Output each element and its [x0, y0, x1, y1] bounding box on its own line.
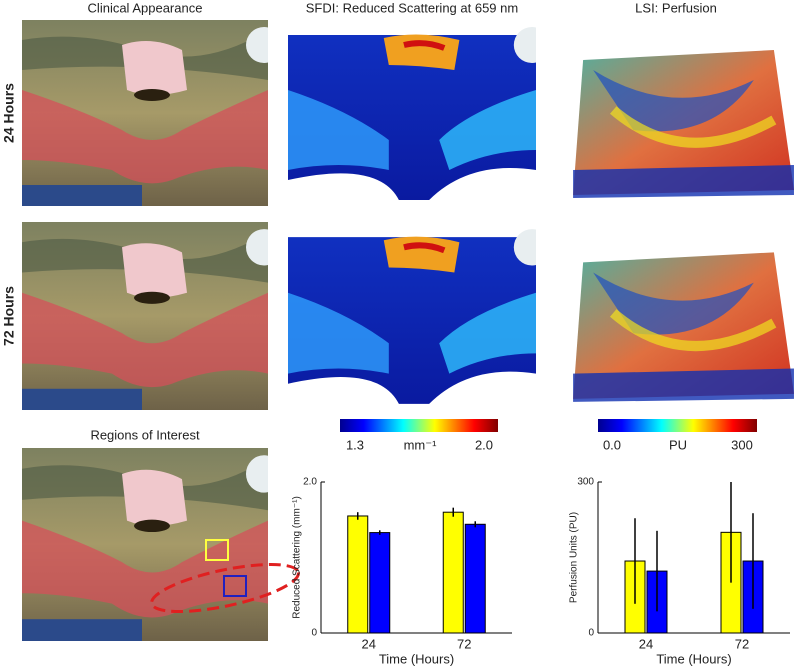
- x-tick-label: 24: [362, 636, 376, 651]
- colorbar-min: 1.3: [346, 437, 364, 452]
- row-label: 24 Hours: [1, 83, 17, 143]
- y-tick-label: 2.0: [303, 477, 317, 488]
- x-tick-label: 72: [735, 636, 749, 651]
- y-axis-label: Reduced Scattering (mm⁻¹): [292, 496, 303, 619]
- clinical-photo: [22, 222, 268, 410]
- lsi-map: [553, 20, 800, 206]
- colorbar-max: 2.0: [475, 437, 493, 452]
- bar: [369, 532, 391, 634]
- x-axis-label: Time (Hours): [379, 651, 454, 666]
- row-label: 72 Hours: [1, 286, 17, 346]
- colorbar: [598, 419, 757, 432]
- column-title: SFDI: Reduced Scattering at 659 nm: [306, 0, 518, 15]
- roi-photo: [22, 448, 268, 641]
- colorbar-unit: mm⁻¹: [404, 437, 438, 452]
- sfdi-map: [288, 222, 550, 410]
- y-axis-label: Perfusion Units (PU): [569, 512, 580, 603]
- bar: [464, 523, 486, 634]
- column-title: Clinical Appearance: [88, 0, 203, 15]
- colorbar-unit: PU: [669, 437, 687, 452]
- roi-box: [223, 575, 247, 597]
- roi-ellipse: [150, 562, 300, 614]
- image-panels: [22, 20, 800, 641]
- sfdi-map: [288, 20, 550, 206]
- y-tick-label: 0: [311, 628, 317, 639]
- colorbar-max: 300: [731, 437, 753, 452]
- column-title: LSI: Perfusion: [635, 0, 717, 15]
- lsi-map: [553, 222, 800, 410]
- clinical-photo: [22, 20, 268, 206]
- y-tick-label: 0: [588, 628, 594, 639]
- x-tick-label: 72: [457, 636, 471, 651]
- x-tick-label: 24: [639, 636, 653, 651]
- x-axis-label: Time (Hours): [656, 651, 731, 666]
- colorbar: [340, 419, 498, 432]
- y-tick-label: 300: [577, 477, 594, 488]
- bar: [442, 511, 464, 634]
- colorbar-min: 0.0: [603, 437, 621, 452]
- panel-title: Regions of Interest: [90, 427, 200, 442]
- bar: [347, 515, 369, 634]
- roi-box: [205, 539, 229, 561]
